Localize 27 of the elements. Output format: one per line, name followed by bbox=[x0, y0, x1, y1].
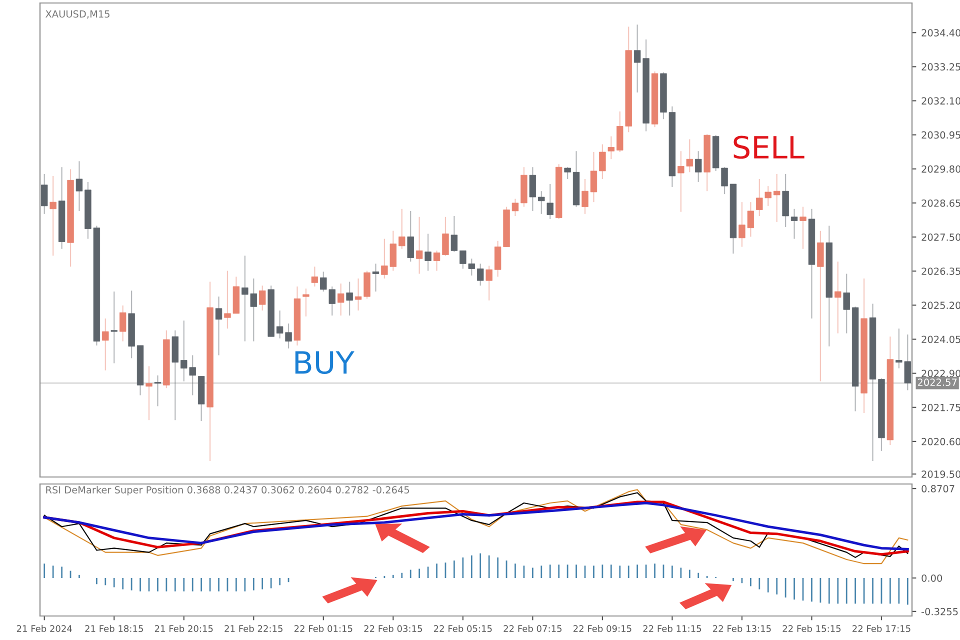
x-tick-label: 22 Feb 17:15 bbox=[852, 625, 910, 632]
annotation: SELL bbox=[734, 136, 804, 159]
y-tick-label: 2033.25 bbox=[922, 63, 960, 71]
x-tick-label: 22 Feb 05:15 bbox=[434, 625, 492, 632]
x-tick-label: 22 Feb 01:15 bbox=[294, 625, 352, 632]
y-tick-label: 2021.75 bbox=[922, 404, 960, 412]
y-tick-label: 2026.35 bbox=[922, 268, 960, 275]
chart-title: RSI DeMarker Super Position 0.3688 0.2437 0.3062 0.2604 0.2782 -0.2645 bbox=[46, 486, 410, 496]
x-tick-label: 21 Feb 20:15 bbox=[154, 625, 213, 632]
y-tick-label: 0.8707 bbox=[922, 485, 954, 492]
y-tick-label: 2024.05 bbox=[922, 336, 960, 344]
y-tick-label: -0.3255 bbox=[922, 608, 958, 616]
x-tick-label: 21 Feb 18:15 bbox=[85, 625, 143, 632]
ref-line-label: 2022.57 bbox=[918, 378, 957, 386]
x-tick-label: 21 Feb 2024 bbox=[16, 625, 72, 632]
y-tick-label: 2028.65 bbox=[922, 199, 960, 207]
x-tick-label: 22 Feb 11:15 bbox=[643, 625, 702, 632]
annotation: BUY bbox=[295, 351, 354, 374]
x-tick-label: 21 Feb 22:15 bbox=[224, 625, 282, 632]
x-tick-label: 22 Feb 07:15 bbox=[504, 625, 562, 632]
x-tick-label: 22 Feb 13:15 bbox=[713, 625, 771, 632]
text: XAUUSD,M15 bbox=[46, 10, 110, 19]
x-tick-label: 22 Feb 03:15 bbox=[364, 625, 422, 632]
x-tick-label: 22 Feb 09:15 bbox=[573, 625, 632, 632]
y-tick-label: 2030.95 bbox=[922, 131, 960, 139]
x-tick-label: 22 Feb 15:15 bbox=[782, 625, 841, 632]
y-tick-label: 0.00 bbox=[922, 574, 942, 582]
